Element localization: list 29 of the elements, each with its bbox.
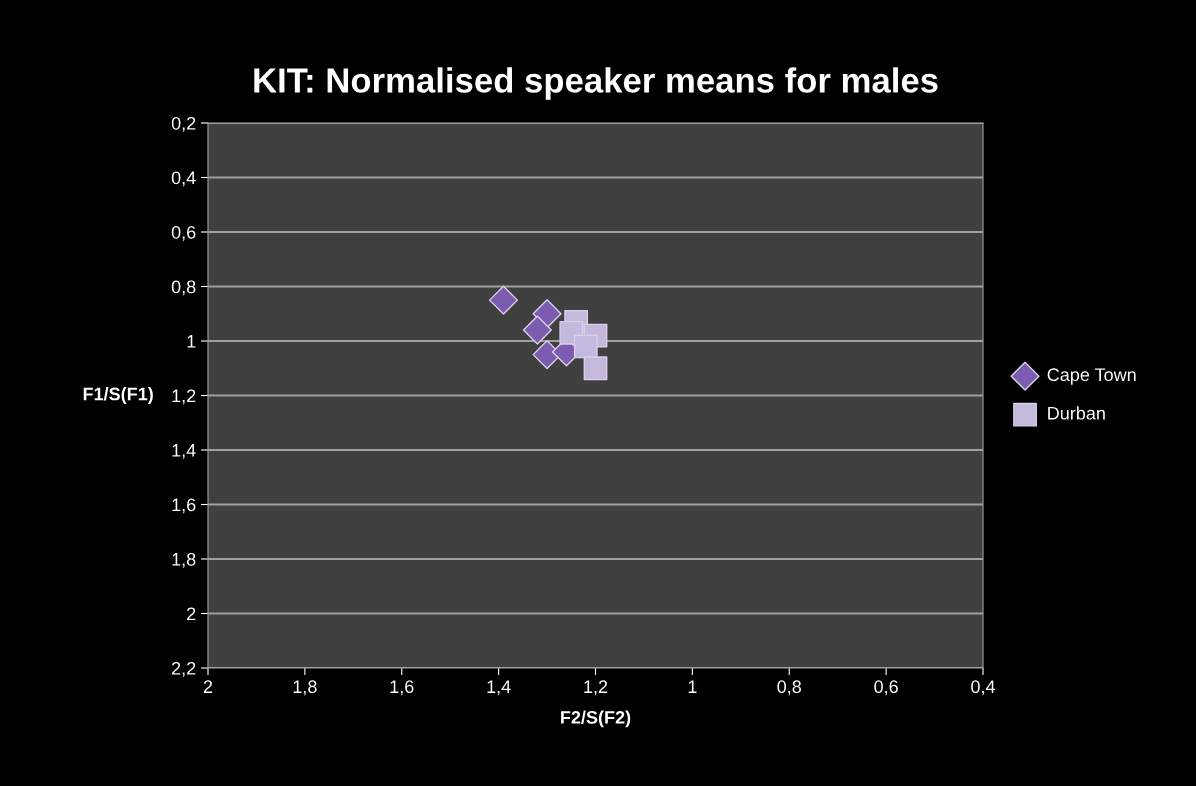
y-tick-label: 2,2 [172,661,196,677]
chart-title: KIT: Normalised speaker means for males [254,67,938,100]
x-axis-title: F2/S(F2) [561,710,631,728]
y-tick-label: 2 [187,607,196,621]
y-tick-label: 1,8 [172,552,196,568]
x-tick-label: 0,8 [777,680,802,696]
y-axis-title: F1/S(F1) [83,387,153,404]
x-tick-label: 1,4 [487,680,511,696]
legend-label: Durban [1048,406,1105,420]
y-tick-label: 1,4 [172,444,196,459]
y-tick-label: 1 [187,335,196,348]
x-tick-label: 1,6 [390,680,414,696]
point [522,315,552,345]
x-tick-label: 1 [688,680,697,693]
x-tick-label: 2 [203,680,213,693]
point [488,285,519,315]
y-tick-label: 0,8 [171,280,196,296]
x-tick-label: 1,8 [293,680,317,696]
y-tick-label: 1,2 [172,389,196,405]
legend-label: Cape Town [1047,368,1136,385]
y-tick-label: 1,6 [172,498,196,514]
y-tick-label: 0,2 [171,116,196,132]
y-tick-label: 0,4 [171,171,196,187]
x-tick-label: 0,4 [971,680,996,696]
point [583,356,608,381]
x-tick-label: 0,6 [874,680,898,696]
y-tick-label: 0,6 [171,225,196,241]
x-tick-label: 1,2 [584,680,608,696]
point [573,334,598,359]
